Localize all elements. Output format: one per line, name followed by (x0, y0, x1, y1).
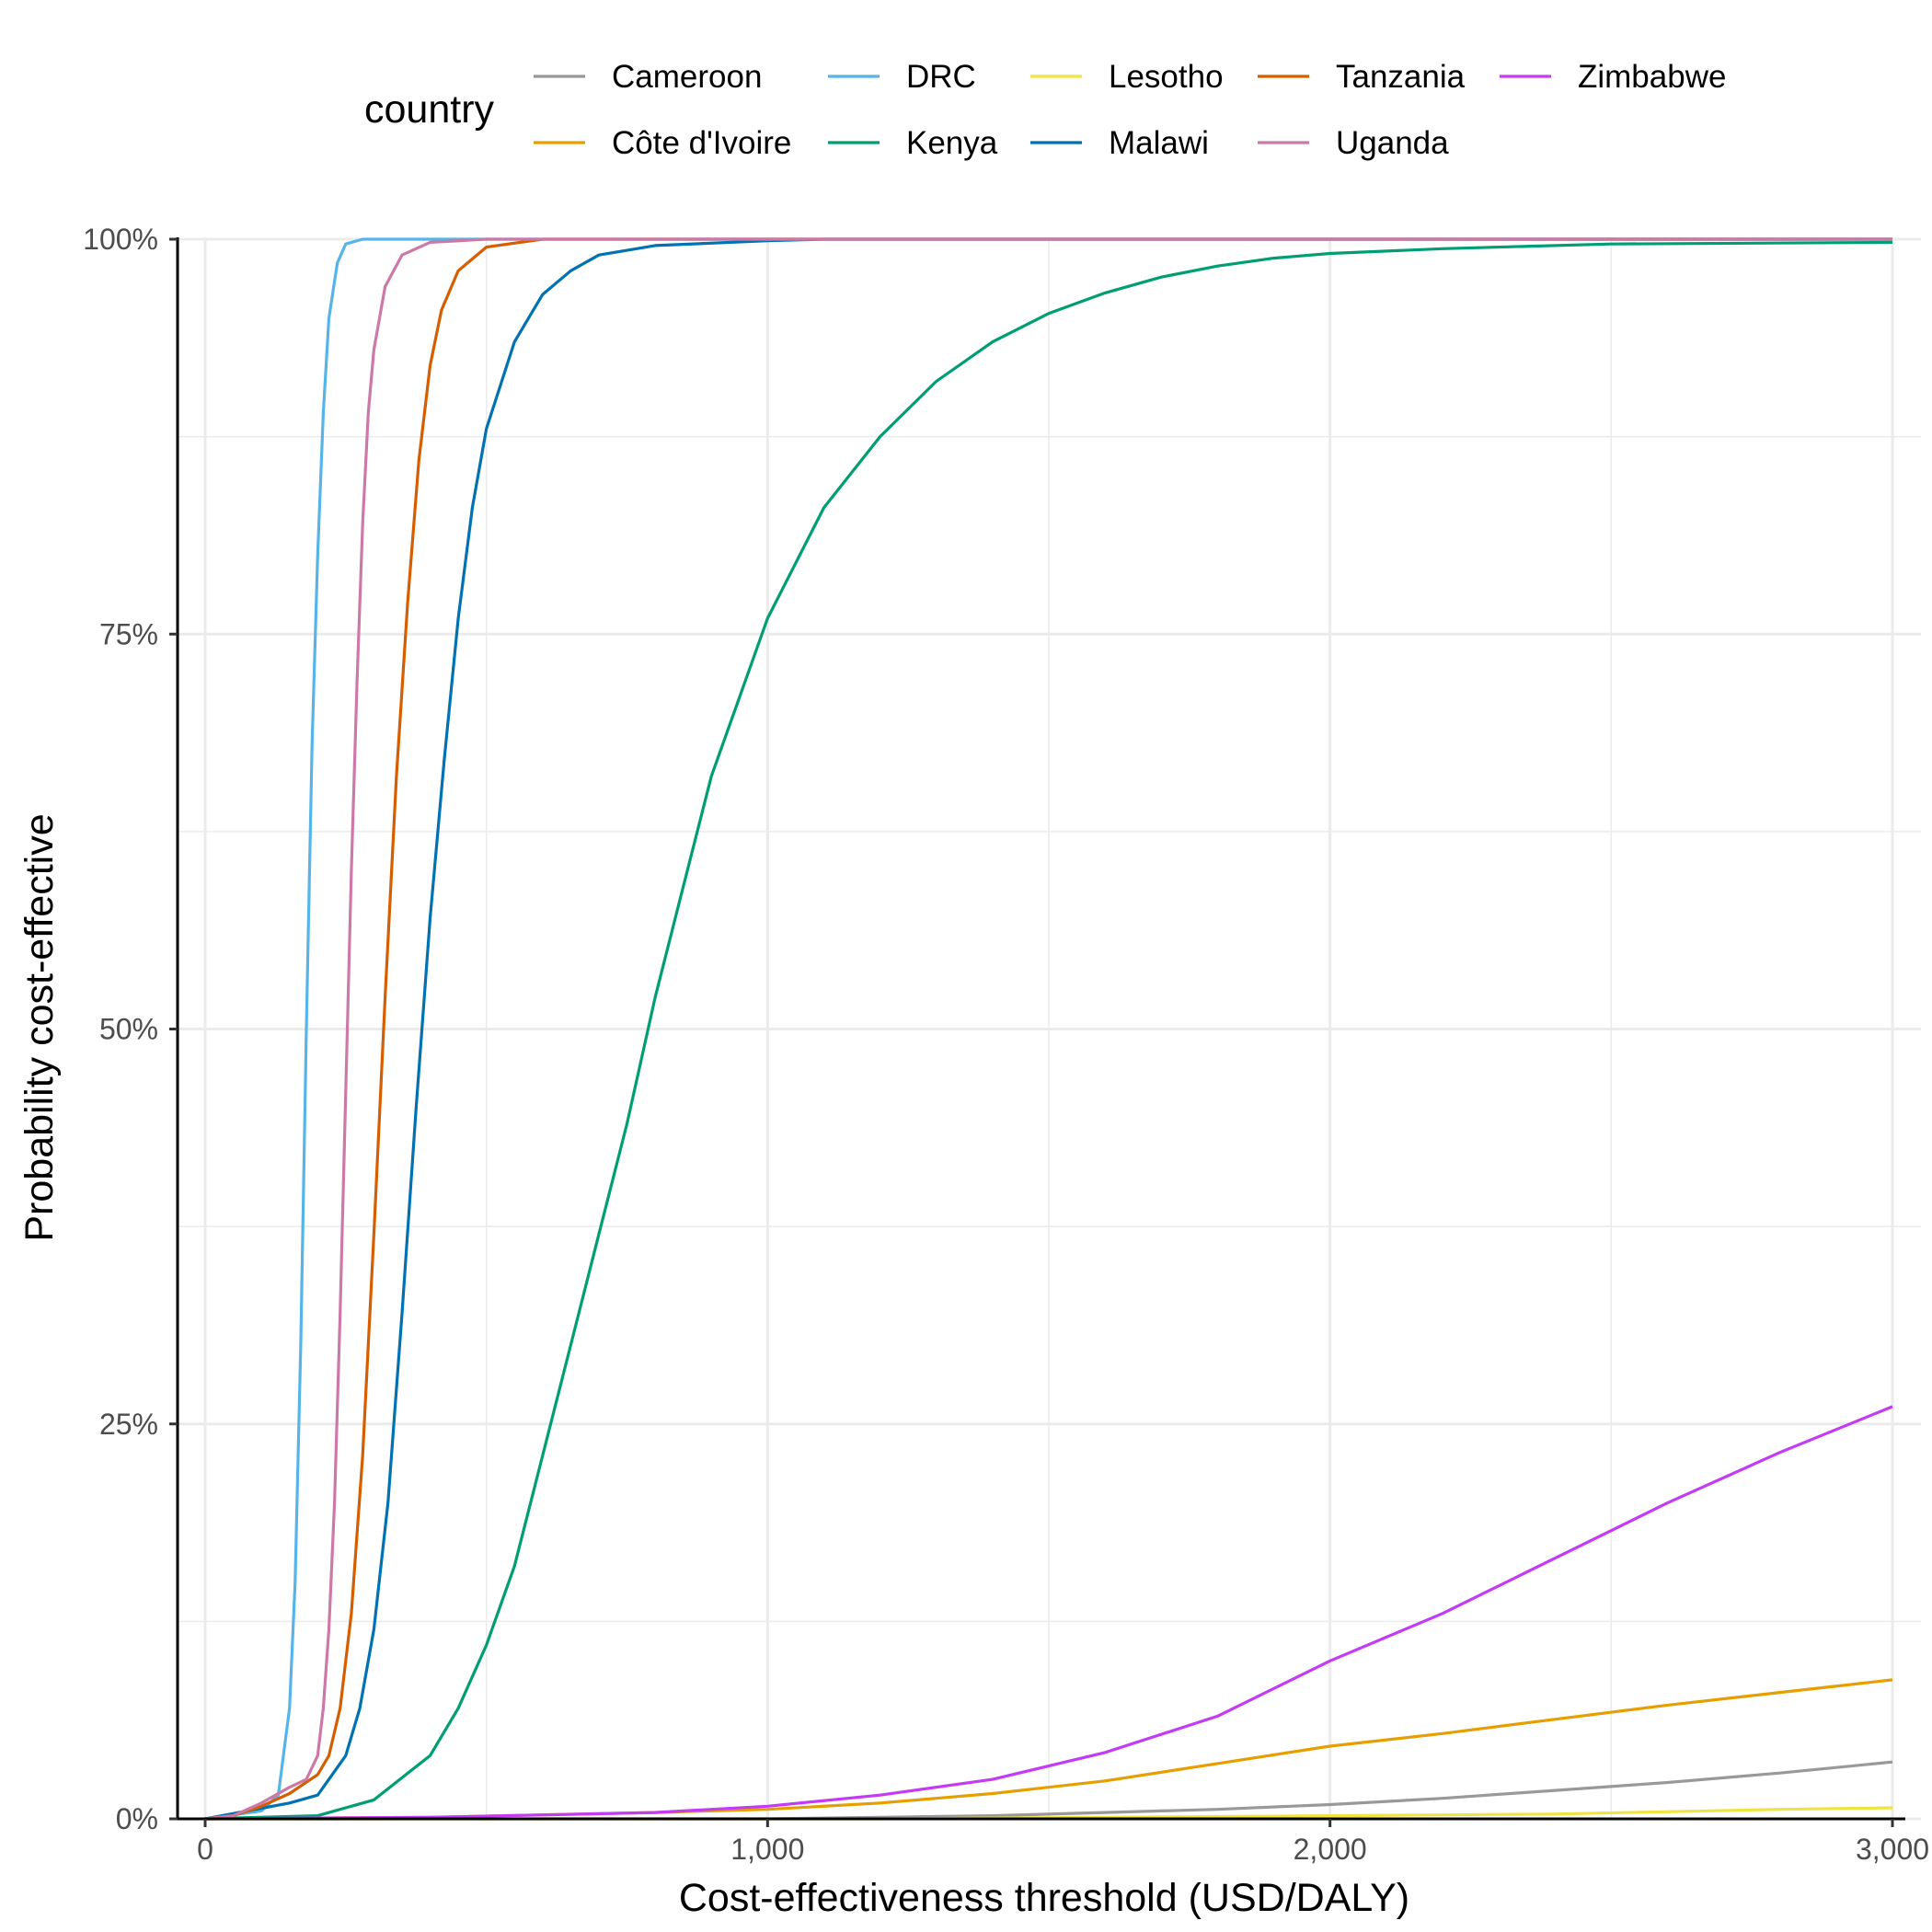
series-line-kenya (204, 240, 1893, 1821)
x-tick-label: 1,000 (730, 1833, 804, 1866)
y-tick-label: 100% (83, 223, 158, 256)
legend-label-drc: DRC (906, 59, 976, 95)
series-line-drc (204, 237, 1892, 1821)
y-tick-label: 0% (116, 1802, 158, 1835)
y-tick-label: 50% (99, 1013, 158, 1046)
legend-label-lesotho: Lesotho (1109, 59, 1224, 95)
legend-label-uganda: Uganda (1336, 125, 1449, 161)
series-line-uganda (204, 237, 1892, 1821)
legend-title: country (364, 87, 495, 132)
legend-label-kenya: Kenya (906, 125, 998, 161)
legend-label-zimbabwe: Zimbabwe (1578, 59, 1726, 95)
legend: country Cameroon Côte d'Ivoire DRC Kenya Les… (364, 59, 1726, 161)
series-line-malawi (204, 237, 1892, 1821)
series-line-tanzania (204, 237, 1892, 1821)
y-axis-title: Probability cost-effective (17, 813, 62, 1241)
legend-label-tanzania: Tanzania (1336, 59, 1466, 95)
x-tick-label: 3,000 (1856, 1833, 1929, 1866)
x-tick-label: 2,000 (1294, 1833, 1367, 1866)
legend-label-c-te-d-ivoire: Côte d'Ivoire (612, 125, 791, 161)
grid-lines (178, 237, 1921, 1821)
y-tick-label: 75% (99, 617, 158, 650)
legend-label-cameroon: Cameroon (612, 59, 762, 95)
legend-label-malawi: Malawi (1109, 125, 1209, 161)
x-axis-title: Cost-effectiveness threshold (USD/DALY) (679, 1876, 1409, 1920)
y-tick-label: 25% (99, 1408, 158, 1441)
ticks: 0% 25% 50% 75% 100% 0 1,000 2,000 3,000 (83, 223, 1929, 1866)
x-tick-label: 0 (197, 1833, 213, 1866)
series-line-zimbabwe (204, 1405, 1893, 1821)
